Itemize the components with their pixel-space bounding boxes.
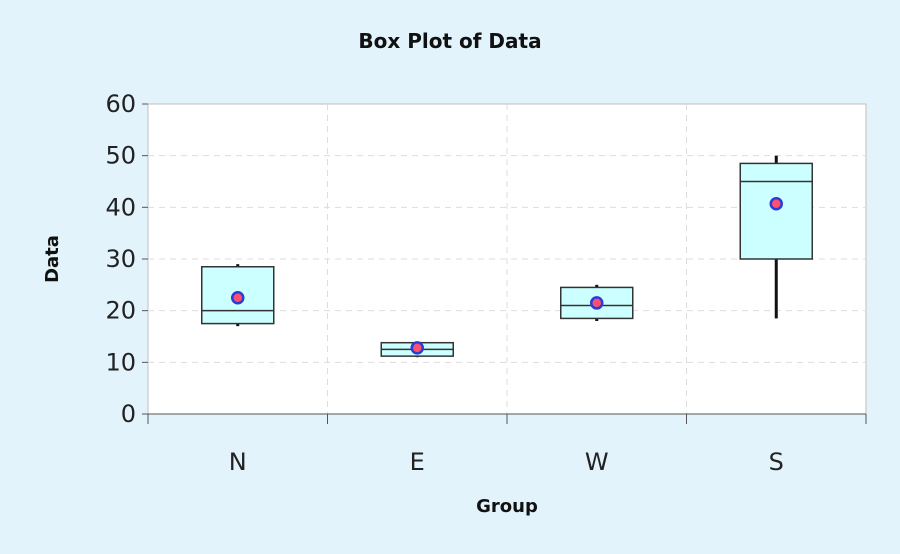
box-iqr — [739, 162, 813, 260]
mean-point — [769, 196, 783, 211]
mean-point — [410, 341, 424, 355]
mean-point — [590, 296, 604, 310]
y-tick-label: 60 — [105, 90, 136, 118]
box-E — [380, 341, 454, 358]
box-N — [201, 264, 275, 327]
y-tick-label: 10 — [105, 348, 136, 376]
mean-point — [231, 291, 245, 305]
x-tick-label: N — [229, 448, 247, 476]
y-tick-label: 50 — [105, 142, 136, 170]
box-S — [739, 155, 813, 319]
chart-title: Box Plot of Data — [358, 29, 541, 53]
y-axis: 0 10 20 30 40 50 60 — [105, 90, 148, 428]
y-tick-label: 40 — [105, 193, 136, 221]
boxes — [201, 155, 813, 358]
box-W — [560, 284, 634, 321]
x-tick-label: S — [769, 448, 784, 476]
y-tick-label: 0 — [121, 400, 136, 428]
x-tick-label: E — [410, 448, 425, 476]
y-tick-label: 20 — [105, 297, 136, 325]
y-tick-label: 30 — [105, 245, 136, 273]
y-axis-label: Data — [42, 235, 63, 283]
x-tick-label: W — [585, 448, 609, 476]
x-axis-label: Group — [476, 496, 538, 517]
